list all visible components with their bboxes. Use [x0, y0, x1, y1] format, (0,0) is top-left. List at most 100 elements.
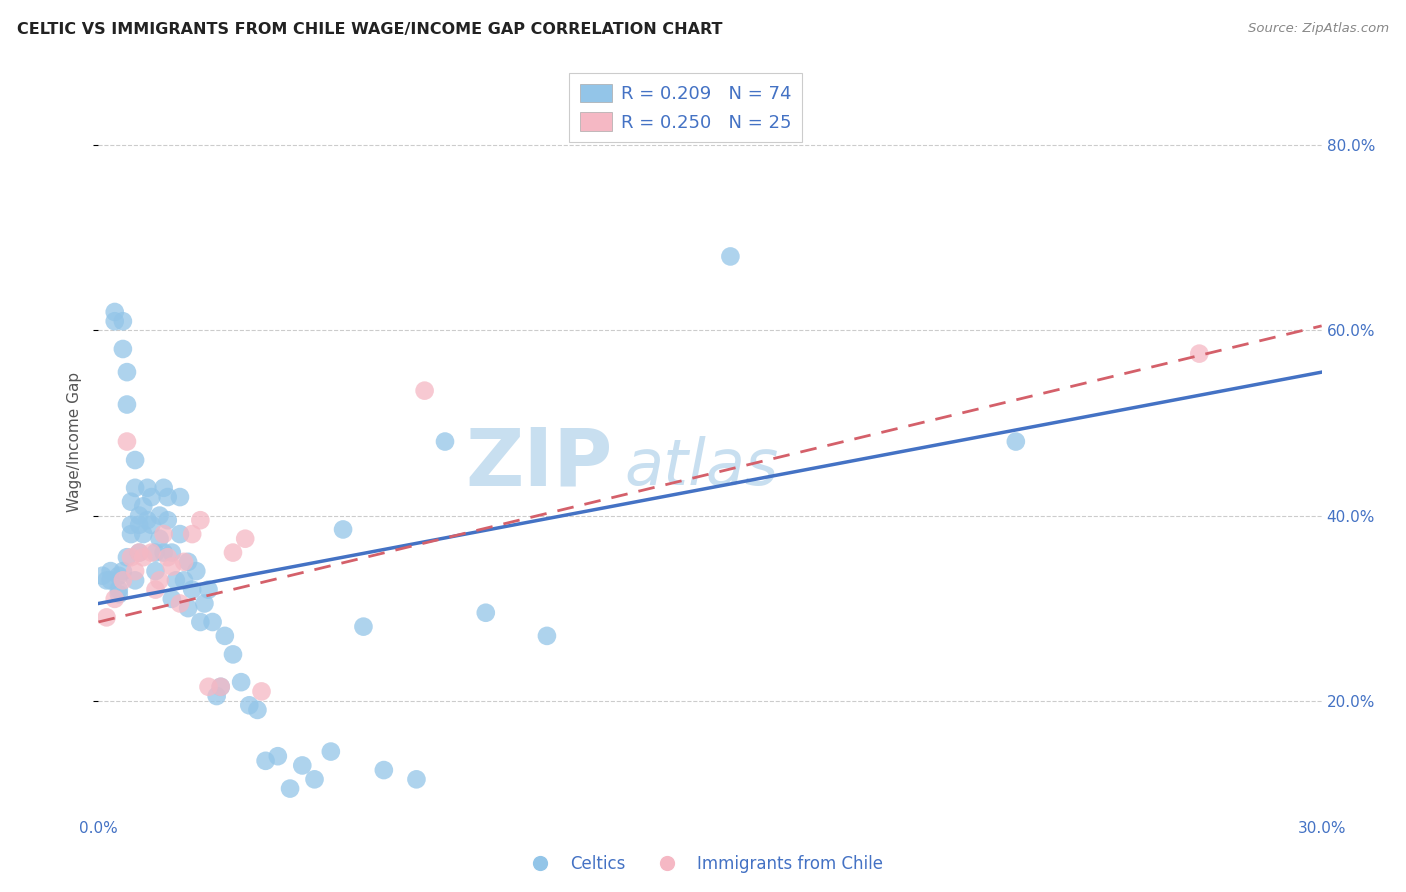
Point	[405, 772, 427, 787]
Point	[238, 698, 260, 713]
Point	[186, 564, 208, 578]
Point	[120, 527, 142, 541]
Point	[373, 763, 395, 777]
Point	[222, 546, 245, 560]
Text: ZIP: ZIP	[465, 425, 612, 503]
Point	[115, 397, 138, 411]
Point	[250, 684, 273, 698]
Point	[278, 781, 301, 796]
Point	[120, 517, 142, 532]
Point	[413, 384, 436, 398]
Point	[124, 453, 146, 467]
Point	[160, 591, 183, 606]
Point	[209, 680, 232, 694]
Point	[181, 527, 204, 541]
Point	[115, 434, 138, 449]
Point	[197, 680, 219, 694]
Point	[124, 564, 146, 578]
Point	[156, 550, 179, 565]
Point	[120, 494, 142, 508]
Point	[141, 490, 163, 504]
Legend: R = 0.209   N = 74, R = 0.250   N = 25: R = 0.209 N = 74, R = 0.250 N = 25	[568, 73, 803, 143]
Point	[177, 601, 200, 615]
Point	[111, 314, 134, 328]
Point	[108, 568, 131, 582]
Point	[1188, 346, 1211, 360]
Legend: Celtics, Immigrants from Chile: Celtics, Immigrants from Chile	[516, 848, 890, 880]
Point	[120, 550, 142, 565]
Point	[152, 546, 174, 560]
Point	[104, 305, 127, 319]
Point	[115, 550, 138, 565]
Point	[149, 574, 172, 588]
Point	[96, 574, 118, 588]
Point	[205, 689, 228, 703]
Point	[214, 629, 236, 643]
Text: atlas: atlas	[624, 436, 779, 499]
Point	[104, 591, 127, 606]
Point	[197, 582, 219, 597]
Point	[231, 675, 253, 690]
Point	[145, 546, 167, 560]
Point	[136, 513, 159, 527]
Point	[718, 249, 742, 264]
Point	[100, 574, 122, 588]
Point	[111, 574, 134, 588]
Point	[332, 523, 354, 537]
Point	[96, 610, 118, 624]
Point	[149, 532, 172, 546]
Point	[177, 555, 200, 569]
Point	[434, 434, 457, 449]
Point	[193, 597, 215, 611]
Point	[209, 680, 232, 694]
Point	[104, 314, 127, 328]
Point	[201, 615, 224, 629]
Point	[181, 582, 204, 597]
Point	[165, 574, 187, 588]
Point	[132, 550, 155, 565]
Text: Source: ZipAtlas.com: Source: ZipAtlas.com	[1249, 22, 1389, 36]
Point	[132, 500, 155, 514]
Point	[474, 606, 498, 620]
Point	[304, 772, 326, 787]
Point	[91, 568, 114, 582]
Point	[100, 564, 122, 578]
Point	[152, 481, 174, 495]
Point	[267, 749, 290, 764]
Point	[128, 546, 150, 560]
Point	[254, 754, 277, 768]
Point	[188, 615, 212, 629]
Point	[115, 365, 138, 379]
Point	[160, 559, 183, 574]
Point	[160, 546, 183, 560]
Point	[149, 508, 172, 523]
Point	[156, 513, 179, 527]
Point	[173, 555, 195, 569]
Point	[319, 745, 342, 759]
Point	[128, 508, 150, 523]
Point	[132, 527, 155, 541]
Point	[111, 564, 134, 578]
Point	[128, 517, 150, 532]
Point	[128, 546, 150, 560]
Point	[141, 546, 163, 560]
Point	[145, 582, 167, 597]
Point	[1004, 434, 1026, 449]
Point	[108, 582, 131, 597]
Point	[352, 619, 374, 633]
Point	[169, 597, 191, 611]
Point	[152, 527, 174, 541]
Point	[108, 587, 131, 601]
Point	[188, 513, 212, 527]
Y-axis label: Wage/Income Gap: Wage/Income Gap	[67, 371, 83, 512]
Point	[124, 481, 146, 495]
Point	[246, 703, 269, 717]
Point	[169, 490, 191, 504]
Point	[222, 648, 245, 662]
Text: CELTIC VS IMMIGRANTS FROM CHILE WAGE/INCOME GAP CORRELATION CHART: CELTIC VS IMMIGRANTS FROM CHILE WAGE/INC…	[17, 22, 723, 37]
Point	[233, 532, 256, 546]
Point	[173, 574, 195, 588]
Point	[136, 481, 159, 495]
Point	[145, 564, 167, 578]
Point	[536, 629, 558, 643]
